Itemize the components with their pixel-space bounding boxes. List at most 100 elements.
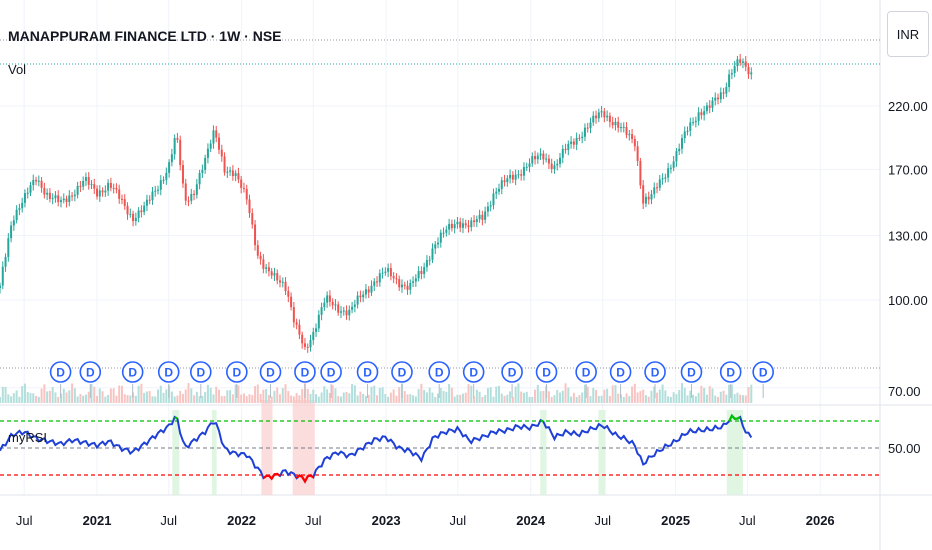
candle-body bbox=[680, 138, 683, 149]
dividend-icon[interactable]: D bbox=[462, 361, 485, 398]
candle-body bbox=[107, 182, 110, 191]
volume-bar bbox=[506, 394, 509, 403]
price-axis[interactable]: 70.00 100.00 130.00 170.00 220.00 50.00 bbox=[888, 99, 928, 456]
dividend-icon[interactable]: D bbox=[157, 361, 180, 398]
candle-body bbox=[204, 157, 207, 170]
volume-bar bbox=[364, 395, 367, 403]
candle-body bbox=[292, 307, 295, 323]
volume-bar bbox=[392, 389, 395, 403]
dividend-icon[interactable]: D bbox=[226, 361, 248, 398]
volume-bar bbox=[739, 394, 742, 403]
volume-bar bbox=[328, 393, 331, 403]
dividend-icon[interactable]: D bbox=[644, 361, 666, 398]
candle-body bbox=[267, 267, 270, 272]
volume-bar bbox=[240, 394, 243, 403]
volume-bar bbox=[611, 385, 614, 403]
dividend-icon[interactable]: D bbox=[752, 361, 774, 398]
candle-body bbox=[744, 61, 747, 67]
volume-bar bbox=[625, 393, 628, 403]
volume-bar bbox=[32, 393, 35, 403]
candle-body bbox=[254, 224, 257, 246]
candle-body bbox=[536, 155, 539, 160]
time-axis[interactable]: Jul 2021 Jul 2022 Jul 2023 Jul 2024 Jul 2025 Jul 20… bbox=[16, 513, 835, 528]
volume-bar bbox=[65, 392, 68, 403]
dividend-icon[interactable]: D bbox=[320, 361, 342, 398]
candle-body bbox=[151, 191, 154, 201]
volume-bar bbox=[370, 386, 373, 403]
dividend-icon[interactable]: D bbox=[428, 361, 451, 398]
dividend-icon[interactable]: D bbox=[501, 361, 523, 398]
volume-bar bbox=[622, 396, 625, 403]
candle-body bbox=[345, 310, 348, 316]
dividend-icon[interactable]: D bbox=[121, 361, 144, 398]
candle-body bbox=[484, 211, 487, 220]
candle-body bbox=[126, 205, 129, 215]
volume-bar bbox=[686, 395, 689, 403]
candle-body bbox=[406, 285, 409, 290]
candle-body bbox=[697, 112, 700, 121]
volume-bar bbox=[242, 393, 245, 403]
candle-body bbox=[714, 97, 717, 101]
dividend-icon[interactable]: D bbox=[391, 361, 413, 398]
dividend-letter: D bbox=[164, 366, 173, 380]
candle-body bbox=[65, 198, 68, 203]
candle-body bbox=[0, 285, 1, 288]
candle-body bbox=[237, 173, 240, 180]
candle-body bbox=[187, 200, 190, 202]
volume-bar bbox=[719, 391, 722, 403]
candle-body bbox=[525, 166, 528, 168]
candle-body bbox=[218, 137, 221, 150]
volume-bar bbox=[378, 388, 381, 403]
volume-bar bbox=[586, 386, 589, 403]
dividend-icon[interactable]: D bbox=[575, 361, 597, 398]
volume-bar bbox=[37, 396, 40, 403]
candle-body bbox=[503, 180, 506, 183]
volume-bar bbox=[71, 383, 74, 403]
candle-body bbox=[29, 185, 32, 193]
volume-bar bbox=[642, 389, 645, 403]
candle-body bbox=[82, 180, 85, 187]
dividend-icon[interactable]: D bbox=[49, 361, 72, 398]
volume-bar bbox=[498, 385, 501, 403]
candle-body bbox=[475, 219, 478, 223]
dividend-icon[interactable]: D bbox=[535, 361, 558, 398]
candle-body bbox=[62, 198, 65, 201]
volume-bar bbox=[439, 387, 442, 403]
volume-bar bbox=[115, 395, 118, 403]
candle-body bbox=[242, 187, 245, 189]
volume-bar bbox=[290, 395, 293, 403]
dividend-icon[interactable]: D bbox=[719, 361, 742, 398]
volume-bar bbox=[162, 392, 165, 403]
volume-bar bbox=[614, 385, 617, 403]
volume-bar bbox=[559, 392, 561, 403]
candle-body bbox=[694, 120, 697, 123]
volume-bar bbox=[212, 394, 215, 403]
volume-bar bbox=[223, 395, 226, 403]
volume-bar bbox=[93, 386, 96, 403]
volume-bar bbox=[403, 391, 406, 403]
candle-body bbox=[137, 210, 140, 218]
volume-bar bbox=[381, 387, 384, 403]
volume-bar bbox=[267, 394, 270, 403]
dividend-icon[interactable]: D bbox=[79, 361, 102, 398]
candle-body bbox=[747, 66, 750, 75]
candle-body bbox=[68, 195, 71, 203]
candle-body bbox=[534, 156, 537, 160]
dividend-icon[interactable]: D bbox=[294, 361, 316, 398]
dividend-icon[interactable]: D bbox=[356, 361, 379, 398]
dividend-icon[interactable]: D bbox=[680, 361, 703, 398]
volume-bar bbox=[437, 393, 440, 403]
volume-bar bbox=[29, 393, 32, 403]
dividend-icon[interactable]: D bbox=[609, 361, 632, 398]
volume-bar bbox=[747, 386, 750, 403]
currency-selector[interactable]: INR bbox=[887, 11, 929, 57]
candle-body bbox=[215, 130, 218, 138]
volume-bar bbox=[254, 386, 257, 403]
candle-body bbox=[93, 184, 96, 189]
dividend-icon[interactable]: D bbox=[259, 361, 282, 398]
volume-bar bbox=[43, 384, 46, 403]
candle-body bbox=[517, 174, 520, 176]
dividend-icon[interactable]: D bbox=[189, 361, 212, 398]
